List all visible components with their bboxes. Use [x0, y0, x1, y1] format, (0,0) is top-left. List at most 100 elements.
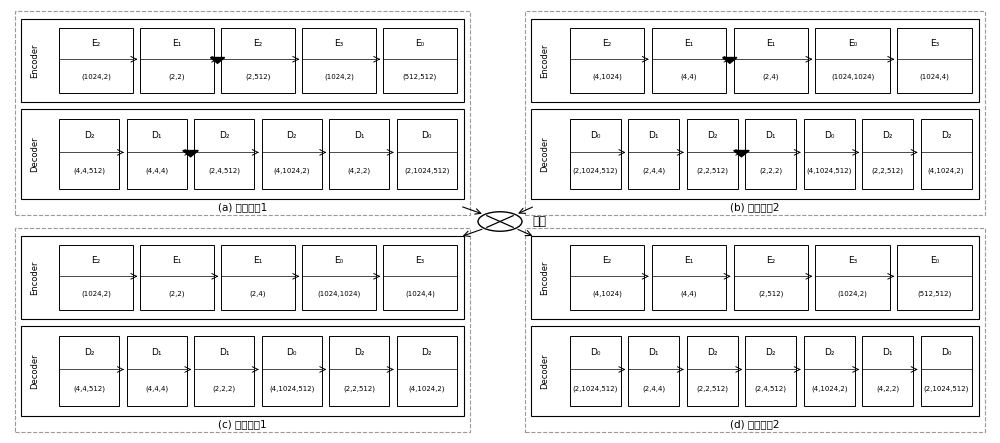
Text: E₁: E₁ [684, 256, 693, 265]
Text: E₁: E₁ [766, 39, 775, 48]
Bar [59, 28, 133, 93]
Text: Decoder: Decoder [541, 136, 550, 171]
Text: (4,1024,2): (4,1024,2) [273, 168, 310, 175]
Bar [745, 119, 796, 189]
Bar [15, 228, 470, 432]
Text: (2,1024,512): (2,1024,512) [404, 168, 449, 175]
Text: (2,2,2): (2,2,2) [759, 168, 782, 175]
Bar [59, 245, 133, 310]
Bar [815, 28, 890, 93]
Bar [531, 326, 979, 416]
Text: (2,4): (2,4) [250, 291, 266, 297]
Text: D₁: D₁ [354, 131, 364, 140]
Bar [628, 119, 679, 189]
Text: (2,2,2): (2,2,2) [213, 385, 236, 392]
Bar [921, 336, 972, 406]
Bar [140, 245, 214, 310]
Text: E₁: E₁ [684, 39, 693, 48]
Text: (2,2,512): (2,2,512) [696, 168, 728, 175]
Text: (c) 子代个体1: (c) 子代个体1 [218, 420, 267, 430]
Bar [21, 326, 464, 416]
Text: (2,1024,512): (2,1024,512) [573, 385, 618, 392]
Text: (a) 父代个体1: (a) 父代个体1 [218, 202, 267, 213]
Bar [525, 228, 985, 432]
Bar [815, 245, 890, 310]
Text: D₀: D₀ [421, 131, 432, 140]
Text: (4,2,2): (4,2,2) [348, 168, 371, 175]
Text: (2,1024,512): (2,1024,512) [573, 168, 618, 175]
Polygon shape [210, 58, 225, 63]
Text: D₂: D₂ [421, 348, 432, 357]
Text: (2,4,4): (2,4,4) [642, 385, 665, 392]
Text: (2,4,512): (2,4,512) [755, 385, 787, 392]
Bar [194, 336, 254, 406]
Text: D₂: D₂ [286, 131, 297, 140]
Bar [21, 19, 464, 102]
Text: Encoder: Encoder [541, 43, 550, 78]
Text: (512,512): (512,512) [917, 291, 951, 297]
Bar [127, 119, 187, 189]
Text: E₀: E₀ [415, 39, 425, 48]
Text: D₁: D₁ [765, 131, 776, 140]
Text: Encoder: Encoder [30, 43, 39, 78]
Text: E₃: E₃ [930, 39, 939, 48]
Bar [329, 119, 389, 189]
Text: D₁: D₁ [152, 348, 162, 357]
Text: E₁: E₁ [172, 39, 182, 48]
Bar [570, 119, 621, 189]
Text: E₂: E₂ [766, 256, 775, 265]
Text: (2,2,512): (2,2,512) [696, 385, 728, 392]
Text: D₂: D₂ [707, 348, 717, 357]
Bar [383, 245, 457, 310]
Text: (4,1024,2): (4,1024,2) [408, 385, 445, 392]
Text: D₂: D₂ [882, 131, 893, 140]
Text: (1024,4): (1024,4) [405, 291, 435, 297]
Bar [221, 245, 295, 310]
Text: (d) 子代个体2: (d) 子代个体2 [730, 420, 780, 430]
Bar [127, 336, 187, 406]
Text: (1024,2): (1024,2) [81, 291, 111, 297]
Bar [397, 119, 457, 189]
Bar [804, 119, 855, 189]
Bar [59, 119, 119, 189]
Text: E₂: E₂ [91, 39, 101, 48]
Text: (1024,1024): (1024,1024) [831, 74, 874, 80]
Text: (1024,2): (1024,2) [81, 74, 111, 80]
Bar [570, 336, 621, 406]
Bar [921, 119, 972, 189]
Bar [531, 236, 979, 319]
Text: E₂: E₂ [91, 256, 101, 265]
Bar [262, 336, 322, 406]
Text: (4,2,2): (4,2,2) [876, 385, 899, 392]
Text: (2,512): (2,512) [758, 291, 783, 297]
Text: D₂: D₂ [824, 348, 834, 357]
Bar [862, 336, 913, 406]
Polygon shape [734, 151, 749, 157]
Bar [897, 28, 972, 93]
Text: E₃: E₃ [415, 256, 425, 265]
Text: Encoder: Encoder [30, 260, 39, 295]
Text: (512,512): (512,512) [403, 74, 437, 80]
Text: (2,1024,512): (2,1024,512) [923, 385, 969, 392]
Bar [804, 336, 855, 406]
Bar [531, 109, 979, 198]
Bar [302, 245, 376, 310]
Bar [383, 28, 457, 93]
Bar [897, 245, 972, 310]
Bar [302, 28, 376, 93]
Text: (1024,1024): (1024,1024) [317, 291, 361, 297]
Text: D₂: D₂ [84, 348, 95, 357]
Bar [652, 245, 726, 310]
Text: (1024,2): (1024,2) [838, 291, 867, 297]
Bar [15, 11, 470, 215]
Text: (1024,2): (1024,2) [324, 74, 354, 80]
Bar [194, 119, 254, 189]
Bar [570, 245, 644, 310]
Bar [734, 28, 808, 93]
Text: E₂: E₂ [602, 39, 612, 48]
Bar [21, 236, 464, 319]
Text: (4,1024,512): (4,1024,512) [806, 168, 852, 175]
Bar [652, 28, 726, 93]
Text: D₂: D₂ [707, 131, 717, 140]
Text: D₁: D₁ [649, 348, 659, 357]
